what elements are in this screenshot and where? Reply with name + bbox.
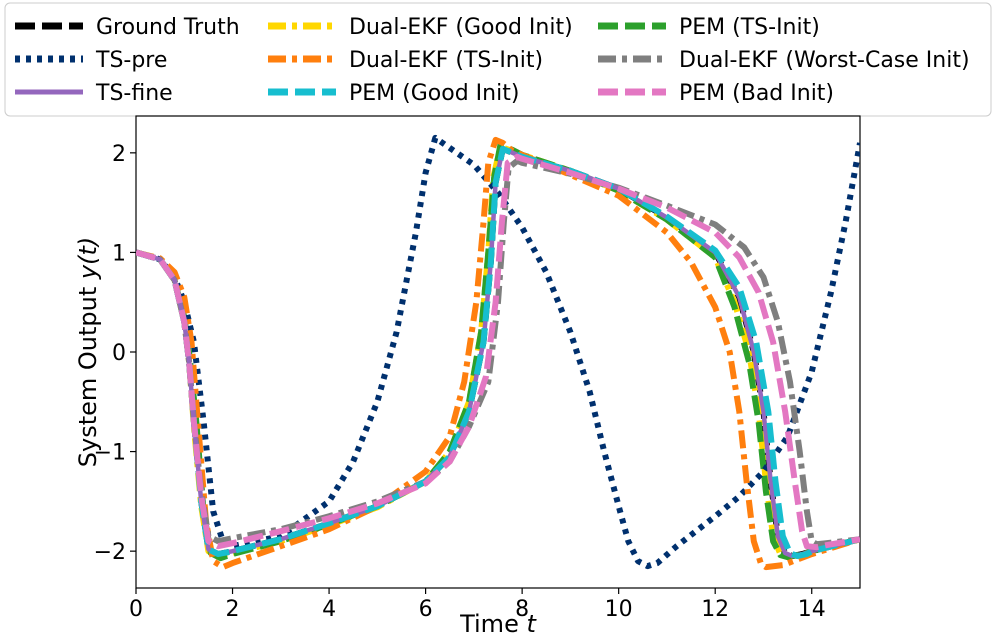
y-tick-label: −2 xyxy=(94,540,126,565)
y-axis: −2 −1 0 1 2 xyxy=(94,142,136,565)
y-tick-label: −1 xyxy=(94,441,126,466)
legend-label-pem-ts-init: PEM (TS-Init) xyxy=(679,15,820,40)
x-axis: 0 2 4 6 8 10 12 14 xyxy=(129,588,826,622)
y-axis-label: System Output y(t) xyxy=(74,237,102,467)
series-line-pem-bad-init xyxy=(136,153,860,551)
legend-label-dual-ekf-ts-init: Dual-EKF (TS-Init) xyxy=(349,48,543,73)
y-tick-label: 1 xyxy=(112,241,126,266)
x-tick-label: 0 xyxy=(129,597,143,622)
series-layer xyxy=(136,134,860,571)
legend-label-ground-truth: Ground Truth xyxy=(96,15,240,40)
x-tick-label: 4 xyxy=(322,597,336,622)
legend-label-pem-good-init: PEM (Good Init) xyxy=(349,81,519,106)
x-tick-label: 14 xyxy=(798,597,826,622)
legend-label-pem-bad-init: PEM (Bad Init) xyxy=(679,81,834,106)
x-tick-label: 2 xyxy=(226,597,240,622)
series-line-ts-pre xyxy=(136,134,860,570)
x-tick-label: 10 xyxy=(605,597,633,622)
x-tick-label: 8 xyxy=(515,597,529,622)
legend-label-ts-pre: TS-pre xyxy=(95,48,167,73)
legend-label-dual-ekf-good-init: Dual-EKF (Good Init) xyxy=(349,15,573,40)
x-tick-label: 6 xyxy=(419,597,433,622)
legend-label-dual-ekf-worst-case-init: Dual-EKF (Worst-Case Init) xyxy=(679,48,970,73)
y-tick-label: 0 xyxy=(112,341,126,366)
legend-label-ts-fine: TS-fine xyxy=(95,81,173,106)
x-tick-label: 12 xyxy=(701,597,729,622)
x-axis-label: Time t xyxy=(459,610,537,638)
y-tick-label: 2 xyxy=(112,142,126,167)
legend: Ground Truth Dual-EKF (Good Init) PEM (TS-… xyxy=(4,2,992,117)
